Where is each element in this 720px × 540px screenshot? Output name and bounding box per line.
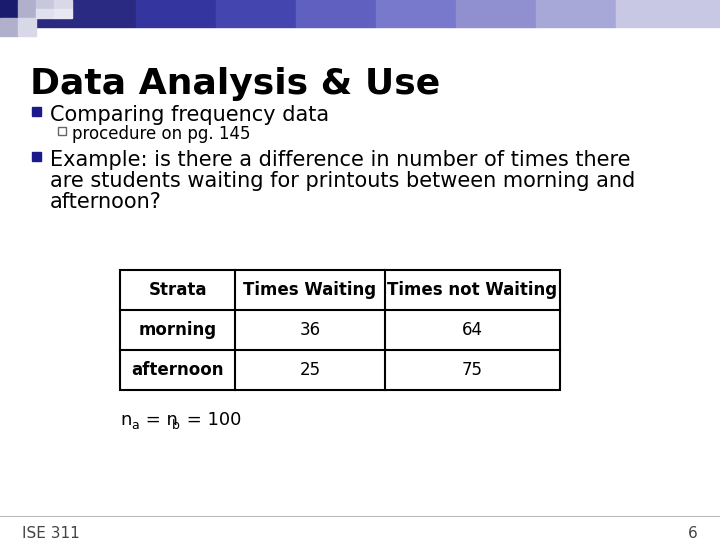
Text: 75: 75 (462, 361, 483, 379)
Bar (136, 0, 216, 27)
Text: = 100: = 100 (181, 411, 241, 429)
Bar (18, 0, 36, 18)
Text: are students waiting for printouts between morning and: are students waiting for printouts betwe… (50, 171, 635, 191)
Text: afternoon: afternoon (131, 361, 224, 379)
Bar (536, 0, 616, 27)
Text: Example: is there a difference in number of times there: Example: is there a difference in number… (50, 150, 631, 170)
Text: 36: 36 (300, 321, 320, 339)
Bar (32, 152, 41, 161)
Bar (54, 9, 72, 18)
Bar (58, 127, 66, 135)
Text: ISE 311: ISE 311 (22, 526, 80, 540)
Bar (456, 0, 536, 27)
Bar (36, 0, 136, 27)
Text: b: b (172, 419, 180, 432)
Text: Comparing frequency data: Comparing frequency data (50, 105, 329, 125)
Bar (0, 0, 18, 18)
Bar (120, 270, 560, 390)
Text: 64: 64 (462, 321, 483, 339)
Text: afternoon?: afternoon? (50, 192, 162, 212)
Text: morning: morning (138, 321, 217, 339)
Bar (32, 107, 41, 116)
Text: Times Waiting: Times Waiting (243, 281, 377, 299)
Text: a: a (131, 419, 139, 432)
Bar (616, 0, 720, 27)
Bar (36, 0, 54, 9)
Text: 25: 25 (300, 361, 320, 379)
Bar (18, 18, 36, 36)
Bar (376, 0, 456, 27)
Text: Strata: Strata (148, 281, 207, 299)
Bar (216, 0, 296, 27)
Text: procedure on pg. 145: procedure on pg. 145 (72, 125, 251, 143)
Bar (0, 18, 18, 36)
Text: Times not Waiting: Times not Waiting (387, 281, 557, 299)
Text: n: n (120, 411, 131, 429)
Text: 6: 6 (688, 526, 698, 540)
Text: = n: = n (140, 411, 178, 429)
Text: Data Analysis & Use: Data Analysis & Use (30, 67, 440, 101)
Bar (54, 0, 72, 9)
Bar (36, 9, 54, 18)
Bar (296, 0, 376, 27)
